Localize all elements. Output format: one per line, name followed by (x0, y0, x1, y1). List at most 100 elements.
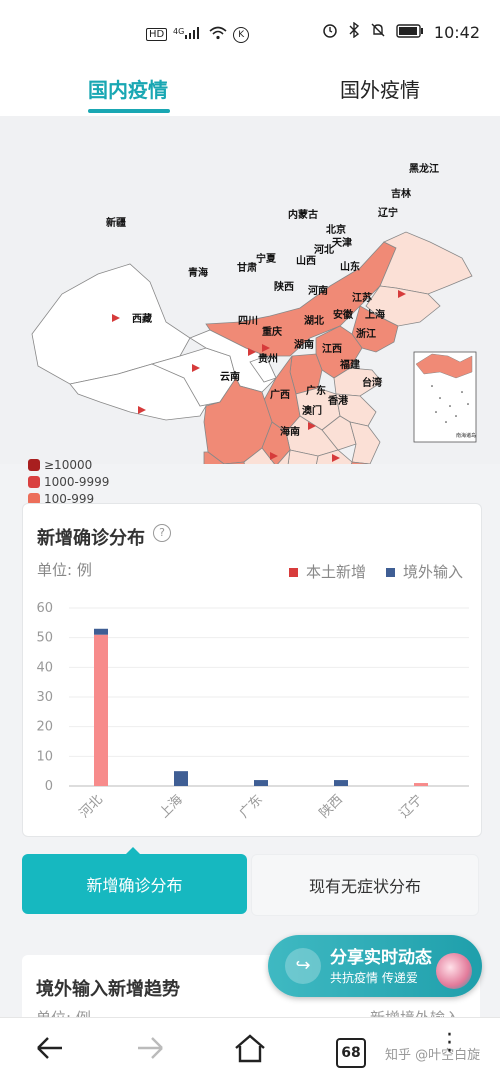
province-label: 浙江 (356, 327, 376, 340)
province-label: 北京 (326, 223, 346, 236)
x-tick-label: 广东 (237, 792, 266, 821)
share-decoration (436, 953, 472, 989)
help-icon[interactable]: ? (153, 524, 171, 542)
province-label: 西藏 (132, 312, 152, 325)
network-indicators: HD 4G K (146, 26, 250, 43)
province-label: 澳门 (302, 404, 322, 417)
clock-time: 10:42 (433, 22, 480, 42)
unit-label: 单位: 例 (37, 561, 92, 579)
bluetooth-icon (348, 21, 360, 42)
province-label: 河北 (314, 243, 334, 256)
card2-title: 境外输入新增趋势 (36, 979, 180, 1000)
bar-chart: 0 10 20 30 40 50 60 河北 上海 广东 陕西 辽宁 (36, 601, 469, 822)
province-label: 山东 (340, 260, 360, 273)
legend-imported: 境外输入 (385, 561, 463, 582)
card-title: 新增确诊分布 (37, 528, 145, 549)
region-heilongjiang (379, 231, 473, 295)
province-label: 河南 (308, 284, 328, 297)
region-tabs: 国内疫情 国外疫情 (0, 68, 500, 116)
y-tick-label: 60 (36, 601, 53, 616)
province-label: 重庆 (262, 325, 282, 338)
province-label: 辽宁 (378, 206, 398, 219)
distribution-toggle: 新增确诊分布 现有无症状分布 (22, 847, 479, 916)
bar-imported[interactable] (94, 628, 108, 635)
watermark: 知乎 @叶空白旋 (385, 1048, 481, 1063)
province-label: 福建 (339, 358, 361, 371)
asymptomatic-distribution-button[interactable]: 现有无症状分布 (251, 854, 479, 916)
svg-text:南海诸岛: 南海诸岛 (456, 432, 476, 439)
province-label: 天津 (332, 236, 352, 249)
legend-row: ≥10000 (28, 457, 109, 474)
signal-icon: 4G (173, 26, 203, 43)
forward-icon[interactable] (134, 1032, 166, 1072)
province-label: 青海 (188, 266, 208, 279)
y-tick-label: 50 (36, 631, 53, 646)
y-tick-label: 0 (45, 779, 53, 794)
back-icon[interactable] (34, 1032, 66, 1072)
province-label: 吉林 (391, 187, 412, 200)
y-tick-label: 20 (36, 720, 53, 735)
x-tick-label: 辽宁 (396, 792, 426, 822)
legend-local: 本土新增 (288, 561, 366, 582)
share-subtitle: 共抗疫情 传递爱 (330, 971, 418, 985)
x-tick-label: 上海 (157, 792, 186, 821)
legend-imported-label: 境外输入 (402, 563, 463, 581)
mute-icon (370, 22, 386, 42)
province-label: 广东 (306, 384, 326, 397)
province-label: 湖南 (294, 338, 314, 351)
bar-imported[interactable] (254, 780, 268, 786)
province-label: 台湾 (362, 376, 382, 389)
province-label: 湖北 (304, 314, 324, 327)
bar-local[interactable] (414, 783, 428, 786)
home-icon[interactable] (232, 1032, 268, 1072)
legend-row: 1000-9999 (28, 474, 109, 491)
svg-text:4G: 4G (173, 27, 184, 36)
y-tick-label: 30 (36, 690, 53, 705)
bar-imported[interactable] (174, 771, 188, 786)
browser-navbar: 68 知乎 @叶空白旋 · · · (0, 1017, 500, 1084)
hd-badge: HD (146, 28, 168, 41)
legend-dot (288, 568, 298, 577)
legend-label: 100-999 (44, 491, 95, 506)
china-map[interactable]: 南海诸岛 黑龙江 吉林 辽宁 内蒙古 北京 天津 河北 新疆 宁夏 青海 甘肃 山西 山东 陕西 河南 江苏西… (0, 116, 500, 556)
province-label: 江西 (322, 342, 342, 355)
legend-local-label: 本土新增 (305, 563, 366, 581)
province-label: 广西 (270, 388, 290, 401)
province-label: 安徽 (333, 308, 354, 321)
legend-label: 1000-9999 (44, 474, 110, 489)
status-bar: HD 4G K 10:42 (0, 0, 500, 68)
new-cases-distribution-card: 新增确诊分布 ? 单位: 例 本土新增 境外输入 0 10 20 30 40 50 60 河北… (22, 503, 482, 837)
share-title: 分享实时动态 (330, 948, 432, 968)
province-label: 云南 (220, 370, 240, 383)
legend-label: ≥10000 (44, 458, 93, 472)
province-label: 江苏 (352, 291, 372, 304)
legend-swatch (28, 459, 40, 472)
active-pointer (126, 847, 140, 854)
province-label: 山西 (296, 254, 316, 267)
province-label: 香港 (328, 394, 349, 407)
province-label: 海南 (280, 425, 300, 438)
x-tick-label: 陕西 (317, 792, 346, 821)
y-tick-label: 10 (36, 749, 53, 764)
bar-local[interactable] (94, 634, 108, 786)
tab-international[interactable]: 国外疫情 (340, 78, 420, 102)
share-icon: ↪ (285, 948, 321, 984)
alarm-icon (322, 22, 338, 42)
legend-swatch (28, 476, 40, 489)
province-label: 宁夏 (256, 252, 277, 265)
tab-domestic[interactable]: 国内疫情 (88, 78, 168, 102)
province-label: 四川 (238, 315, 258, 327)
more-menu-icon[interactable]: · · · (446, 1023, 453, 1064)
tabs-count-button[interactable]: 68 (336, 1038, 366, 1068)
bar-imported[interactable] (334, 780, 348, 786)
share-button[interactable]: ↪ 分享实时动态 共抗疫情 传递爱 (268, 935, 482, 997)
province-label: 甘肃 (237, 261, 257, 274)
region-jilin (365, 285, 441, 327)
province-label: 黑龙江 (409, 162, 439, 175)
x-tick-label: 河北 (77, 792, 106, 821)
active-tab-indicator (88, 109, 170, 113)
new-cases-distribution-button[interactable]: 新增确诊分布 (22, 854, 247, 914)
k-icon: K (233, 26, 250, 43)
wifi-icon (209, 26, 227, 43)
